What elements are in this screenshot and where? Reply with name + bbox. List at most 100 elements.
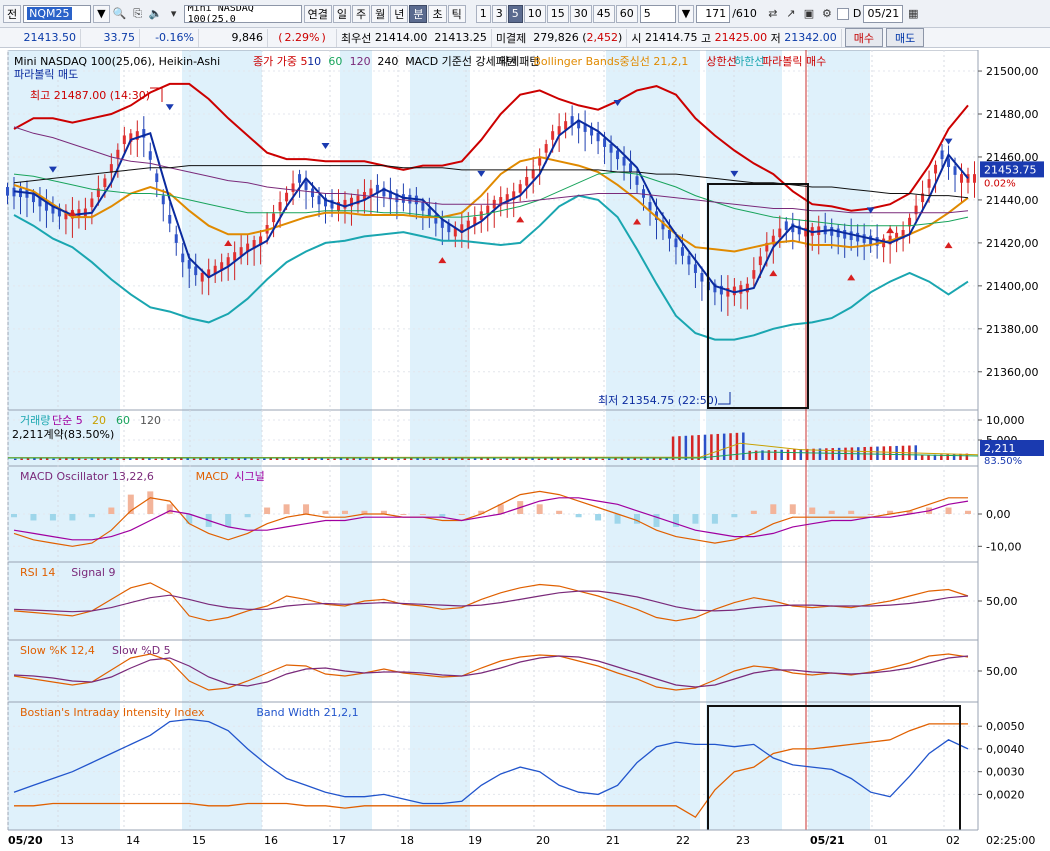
interval-dropdown-button[interactable]: ▼ — [677, 4, 695, 23]
draw-line-icon[interactable]: ↗ — [786, 7, 796, 20]
price-change-pct: -0.16% — [140, 28, 199, 47]
save-icon[interactable]: ▣ — [803, 7, 815, 20]
symbol-dropdown-button[interactable]: ▼ — [93, 4, 110, 23]
macd-histogram-bar — [283, 504, 290, 514]
interval-tab[interactable]: 10 — [523, 4, 546, 23]
macd-histogram-bar — [322, 510, 329, 514]
volume-bar — [576, 458, 579, 460]
candle-body — [479, 211, 483, 220]
volume-pct-value: 2.29% — [284, 31, 320, 44]
interval-tab[interactable]: 1 — [475, 4, 491, 23]
bar-count-input[interactable]: 171 — [696, 4, 731, 23]
candle-body — [732, 286, 736, 296]
sell-button[interactable]: 매도 — [885, 28, 925, 47]
macd-histogram-bar — [264, 507, 271, 514]
parabolic-buy-arrow — [633, 218, 642, 225]
volume-bar — [697, 435, 700, 460]
period-tab[interactable]: 연결 — [303, 4, 332, 23]
interval-select[interactable]: 5 — [639, 4, 676, 23]
period-tab[interactable]: 일 — [332, 4, 351, 23]
period-tab[interactable]: 초 — [428, 4, 447, 23]
candle-body — [285, 192, 289, 202]
volume-bar — [735, 432, 739, 460]
volume-bar — [77, 458, 81, 460]
rsi-series-line — [13, 582, 969, 622]
candle-body — [194, 266, 198, 276]
macd-histogram-bar — [965, 510, 971, 514]
macd-histogram-bar — [147, 491, 154, 514]
volume-value: 9,846 — [199, 28, 268, 47]
chart-area[interactable]: 21500,00 21480,00 21460,00 21440,00 21420,00… — [0, 50, 1050, 851]
volume-bar — [90, 458, 94, 460]
parabolic-sell-arrow — [48, 166, 57, 173]
candle-body — [466, 220, 470, 230]
candle-body — [843, 230, 847, 239]
prev-button[interactable]: 전 — [3, 4, 22, 23]
interval-tab[interactable]: 45 — [592, 4, 615, 23]
volume-bar — [742, 432, 745, 460]
candle-body — [869, 235, 873, 245]
date-checkbox[interactable] — [836, 7, 849, 20]
interval-tab[interactable]: 5 — [507, 4, 523, 23]
main-legend-item: 120 — [350, 55, 371, 68]
candle-body — [830, 227, 834, 236]
macd-histogram-bar — [400, 514, 407, 515]
main-y-tick-label: 21420,00 — [986, 237, 1039, 250]
volume-bar — [320, 458, 324, 460]
bii-legend-item: Bostian's Intraday Intensity Index — [20, 706, 205, 719]
rsi-y-tick-label: 50,00 — [986, 595, 1018, 608]
candle-body — [38, 197, 42, 207]
main-legend-item: Mini NASDAQ 100(25,06), Heikin-Ashi — [14, 55, 220, 68]
gear-icon[interactable]: ⚙ — [821, 7, 832, 20]
buy-button[interactable]: 매수 — [844, 28, 883, 47]
interval-tab[interactable]: 30 — [569, 4, 592, 23]
volume-legend-item: 20 — [92, 414, 106, 427]
period-tab[interactable]: 분 — [409, 4, 428, 23]
candle-body — [382, 187, 386, 197]
candle-body — [544, 144, 548, 153]
candle-body — [122, 135, 126, 145]
volume-bar — [959, 453, 962, 460]
volume-bar — [774, 449, 777, 460]
chevron-down-icon[interactable]: ▾ — [170, 7, 177, 20]
speaker-icon[interactable]: 🔈 — [148, 7, 163, 20]
volume-bar — [767, 450, 771, 460]
volume-bar — [224, 458, 228, 460]
volume-bar — [582, 458, 585, 460]
symbol-code-input[interactable]: NQM25 — [23, 4, 92, 23]
volume-bar — [761, 450, 764, 460]
volume-y-tick-label: 10,000 — [986, 414, 1025, 427]
last-price: 21413.50 — [0, 28, 81, 47]
macd-histogram-bar — [166, 504, 173, 514]
volume-bar — [71, 458, 74, 460]
period-tab[interactable]: 년 — [390, 4, 409, 23]
period-tab[interactable]: 주 — [351, 4, 371, 23]
interval-tab[interactable]: 60 — [615, 4, 638, 23]
volume-tag-text: 2,211 — [984, 442, 1016, 455]
candle-body — [700, 272, 704, 282]
interval-tab[interactable]: 3 — [491, 4, 507, 23]
period-tab[interactable]: 틱 — [447, 4, 466, 23]
compare-icon[interactable]: ⇄ — [768, 7, 778, 20]
ohl-group: 시 21414.75 고 21425.00 저 21342.00 — [627, 28, 842, 47]
volume-bar — [665, 458, 668, 460]
macd-series-line — [13, 490, 968, 547]
low-pointer — [718, 392, 731, 405]
candle-body — [375, 184, 379, 194]
macd-histogram-bar — [809, 507, 816, 514]
volume-bar — [678, 436, 681, 460]
candle-body — [914, 205, 918, 215]
candle-body — [434, 214, 438, 224]
volume-bar — [384, 458, 387, 460]
calendar-icon[interactable]: ▦ — [908, 7, 919, 20]
period-tab[interactable]: 월 — [371, 4, 390, 23]
main-y-tick-label: 21360,00 — [986, 366, 1039, 379]
candle-body — [616, 150, 620, 160]
macd-histogram-bar — [536, 504, 543, 514]
date-input[interactable]: 05/21 — [863, 4, 904, 23]
main-legend-item: 240 — [377, 55, 398, 68]
search-icon[interactable]: 🔍 — [112, 7, 127, 20]
interval-tab[interactable]: 15 — [546, 4, 569, 23]
copy-icon[interactable]: ⎘ — [133, 6, 142, 20]
macd-histogram-bar — [49, 514, 56, 521]
